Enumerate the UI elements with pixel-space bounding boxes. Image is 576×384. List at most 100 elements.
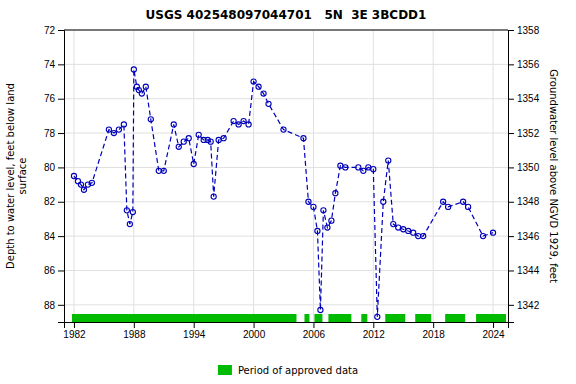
y2-axis-label: Groundwater level above NGVD 1929, feet — [548, 69, 559, 283]
tick: 1358 — [508, 25, 540, 36]
grid-line-y — [64, 98, 508, 99]
point — [171, 122, 176, 127]
grid-line-x — [373, 30, 374, 322]
grid-line-y — [64, 270, 508, 271]
tick: 2000 — [243, 322, 266, 340]
label-line: surface — [17, 158, 28, 195]
tick-mark — [254, 322, 255, 328]
line — [74, 70, 493, 317]
point — [136, 88, 141, 93]
point — [281, 127, 286, 132]
tick-label: 84 — [44, 231, 56, 242]
point — [256, 84, 261, 89]
point — [131, 67, 136, 72]
point — [81, 187, 86, 192]
point — [251, 79, 256, 84]
point — [111, 130, 116, 135]
grid-line-y — [64, 133, 508, 134]
tick: 78 — [44, 128, 64, 139]
tick-mark — [508, 133, 514, 134]
tick: 2006 — [303, 322, 326, 340]
grid-line-y — [64, 201, 508, 202]
tick: 1994 — [183, 322, 206, 340]
tick-mark — [373, 322, 374, 328]
tick: 1354 — [508, 93, 540, 104]
grid-line-x — [313, 30, 314, 322]
point — [480, 234, 485, 239]
axis-line — [58, 31, 65, 323]
tick: 1346 — [508, 231, 540, 242]
approved-period — [385, 314, 405, 322]
tick-mark — [508, 270, 514, 271]
tick-label: 74 — [44, 59, 56, 70]
point — [176, 144, 181, 149]
legend-label: Period of approved data — [238, 365, 358, 376]
tick: 1348 — [508, 196, 540, 207]
point — [266, 101, 271, 106]
tick-label: 1352 — [517, 128, 540, 139]
tick-mark — [134, 322, 135, 328]
point — [411, 230, 416, 235]
tick: 84 — [44, 231, 64, 242]
point — [191, 161, 196, 166]
grid-line-x — [493, 30, 494, 322]
point — [306, 199, 311, 204]
tick: 76 — [44, 93, 64, 104]
tick-mark — [58, 270, 64, 271]
tick-label: 1348 — [517, 196, 540, 207]
point — [127, 221, 132, 226]
tick: 2018 — [423, 322, 446, 340]
point — [208, 139, 213, 144]
tick-label: 1350 — [517, 162, 540, 173]
tick-label: 86 — [44, 265, 56, 276]
point — [116, 127, 121, 132]
point — [396, 225, 401, 230]
grid-line-y — [64, 236, 508, 237]
point — [441, 199, 446, 204]
approved-period — [72, 314, 296, 322]
grid-line-x — [253, 30, 254, 322]
tick-label: 1358 — [517, 25, 540, 36]
tick-label: 1344 — [517, 265, 540, 276]
label-line: Depth to water level, feet below land — [5, 83, 16, 269]
tick-mark — [58, 133, 64, 134]
tick-mark — [508, 202, 514, 203]
tick-label: 80 — [44, 162, 56, 173]
tick-label: 2006 — [303, 329, 326, 340]
tick: 88 — [44, 300, 64, 311]
tick: 82 — [44, 196, 64, 207]
tick: 1356 — [508, 59, 540, 70]
tick-mark — [508, 167, 514, 168]
point — [246, 122, 251, 127]
tick: 80 — [44, 162, 64, 173]
point — [391, 221, 396, 226]
grid-line-x — [193, 30, 194, 322]
point — [78, 182, 83, 187]
point — [361, 168, 366, 173]
approved-period — [328, 314, 351, 322]
tick-mark — [58, 30, 64, 31]
tick-label: 88 — [44, 300, 56, 311]
tick-label: 1346 — [517, 231, 540, 242]
tick-label: 2018 — [423, 329, 446, 340]
tick-label: 1356 — [517, 59, 540, 70]
tick-mark — [508, 236, 514, 237]
approved-period — [361, 314, 367, 322]
grid-line-x — [433, 30, 434, 322]
tick-mark — [58, 99, 64, 100]
grid-line-y — [64, 30, 508, 31]
grid — [64, 30, 508, 322]
point — [236, 122, 241, 127]
tick-label: 1994 — [183, 329, 206, 340]
legend: Period of approved data — [218, 365, 358, 376]
point — [465, 204, 470, 209]
point — [211, 194, 216, 199]
point — [231, 118, 236, 123]
legend-swatch — [218, 365, 232, 375]
point — [75, 179, 80, 184]
point — [106, 127, 111, 132]
tick-mark — [58, 236, 64, 237]
tick-label: 82 — [44, 196, 56, 207]
approved-period — [445, 314, 465, 322]
tick-mark — [508, 30, 514, 31]
